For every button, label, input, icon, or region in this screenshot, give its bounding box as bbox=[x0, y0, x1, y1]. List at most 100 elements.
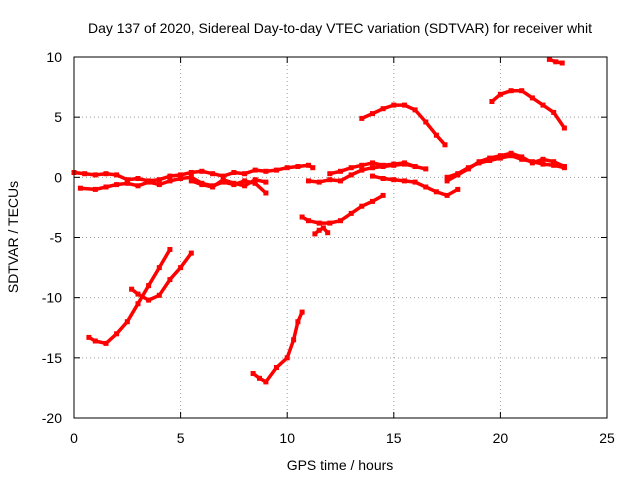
data-point bbox=[135, 291, 141, 297]
data-point bbox=[316, 220, 322, 226]
data-point bbox=[338, 168, 343, 174]
data-point bbox=[540, 102, 546, 108]
data-point bbox=[380, 192, 386, 198]
data-point bbox=[551, 162, 557, 168]
series-arc-05 bbox=[327, 160, 429, 177]
data-point bbox=[135, 176, 141, 181]
x-tick-label: 0 bbox=[70, 430, 78, 446]
data-point bbox=[167, 173, 173, 179]
data-point bbox=[220, 177, 226, 183]
data-point bbox=[359, 115, 365, 121]
data-point bbox=[444, 178, 450, 184]
y-axis-label: SDTVAR / TECUs bbox=[5, 181, 21, 293]
data-point bbox=[263, 179, 269, 185]
data-point bbox=[348, 210, 354, 216]
data-point bbox=[114, 172, 120, 178]
series-arc-01 bbox=[71, 162, 316, 184]
data-point bbox=[257, 375, 262, 381]
data-point bbox=[423, 184, 429, 190]
data-point bbox=[263, 190, 269, 196]
data-point bbox=[444, 192, 450, 198]
y-tick-label: -5 bbox=[50, 230, 63, 246]
data-point bbox=[274, 365, 279, 370]
data-point bbox=[129, 286, 135, 292]
x-tick-label: 20 bbox=[493, 430, 509, 446]
data-point bbox=[561, 125, 567, 131]
data-point bbox=[92, 172, 98, 178]
data-point bbox=[380, 106, 386, 112]
data-point bbox=[156, 182, 162, 188]
data-point bbox=[380, 176, 386, 181]
data-point bbox=[529, 95, 535, 101]
data-point bbox=[370, 173, 375, 179]
series-line bbox=[328, 161, 428, 176]
data-point bbox=[444, 174, 450, 180]
x-tick-label: 15 bbox=[386, 430, 402, 446]
data-point bbox=[433, 132, 439, 138]
data-point bbox=[231, 180, 237, 186]
grid-lines bbox=[74, 57, 607, 418]
data-point bbox=[295, 164, 301, 169]
data-point bbox=[359, 167, 365, 173]
data-point bbox=[284, 165, 290, 171]
series-arc-14 bbox=[86, 247, 173, 346]
data-point bbox=[86, 334, 92, 340]
data-point bbox=[146, 297, 152, 303]
data-point bbox=[561, 164, 567, 169]
y-tick-label: 10 bbox=[46, 49, 62, 65]
data-point bbox=[412, 164, 418, 169]
data-point bbox=[312, 231, 318, 237]
data-point bbox=[242, 183, 248, 189]
data-point bbox=[546, 56, 552, 62]
data-point bbox=[370, 160, 375, 166]
data-point bbox=[370, 165, 375, 171]
y-tick-label: -15 bbox=[42, 350, 62, 366]
x-axis-label: GPS time / hours bbox=[287, 457, 394, 473]
data-point bbox=[559, 60, 565, 66]
data-point bbox=[103, 171, 109, 177]
series-arc-08 bbox=[312, 225, 331, 237]
plot-frame bbox=[73, 56, 608, 419]
data-point bbox=[252, 177, 258, 183]
y-tick-label: -10 bbox=[42, 290, 62, 306]
data-point bbox=[519, 154, 525, 160]
data-point bbox=[114, 182, 120, 188]
data-point bbox=[497, 153, 503, 159]
data-point bbox=[508, 150, 514, 156]
data-point bbox=[178, 172, 184, 178]
series-arc-06 bbox=[370, 173, 461, 198]
data-point bbox=[476, 159, 482, 165]
data-point bbox=[178, 176, 184, 181]
series-arc-10 bbox=[444, 153, 567, 180]
y-tick-label: 0 bbox=[54, 169, 62, 185]
data-point bbox=[327, 177, 333, 183]
data-point bbox=[316, 179, 322, 185]
data-point bbox=[551, 159, 557, 165]
data-point bbox=[263, 168, 269, 174]
y-tick-label: -20 bbox=[42, 410, 62, 426]
data-point bbox=[497, 91, 503, 97]
data-point bbox=[92, 338, 98, 344]
x-tick-label: 25 bbox=[599, 430, 615, 446]
data-series bbox=[71, 56, 567, 385]
data-point bbox=[380, 162, 386, 168]
data-point bbox=[167, 247, 173, 252]
data-point bbox=[210, 171, 216, 177]
data-point bbox=[252, 167, 258, 173]
data-point bbox=[508, 88, 514, 94]
y-tick-label: 5 bbox=[54, 109, 62, 125]
data-point bbox=[252, 180, 258, 186]
series-arc-13 bbox=[546, 56, 565, 66]
data-point bbox=[423, 119, 429, 125]
series-arc-11 bbox=[444, 150, 567, 184]
data-point bbox=[199, 168, 205, 174]
data-point bbox=[489, 99, 495, 104]
x-tick-label: 10 bbox=[279, 430, 295, 446]
data-point bbox=[124, 319, 130, 325]
data-point bbox=[455, 186, 461, 192]
data-point bbox=[103, 184, 109, 190]
data-point bbox=[412, 107, 418, 113]
data-point bbox=[178, 265, 184, 271]
data-point bbox=[263, 379, 269, 385]
data-point bbox=[391, 102, 397, 108]
